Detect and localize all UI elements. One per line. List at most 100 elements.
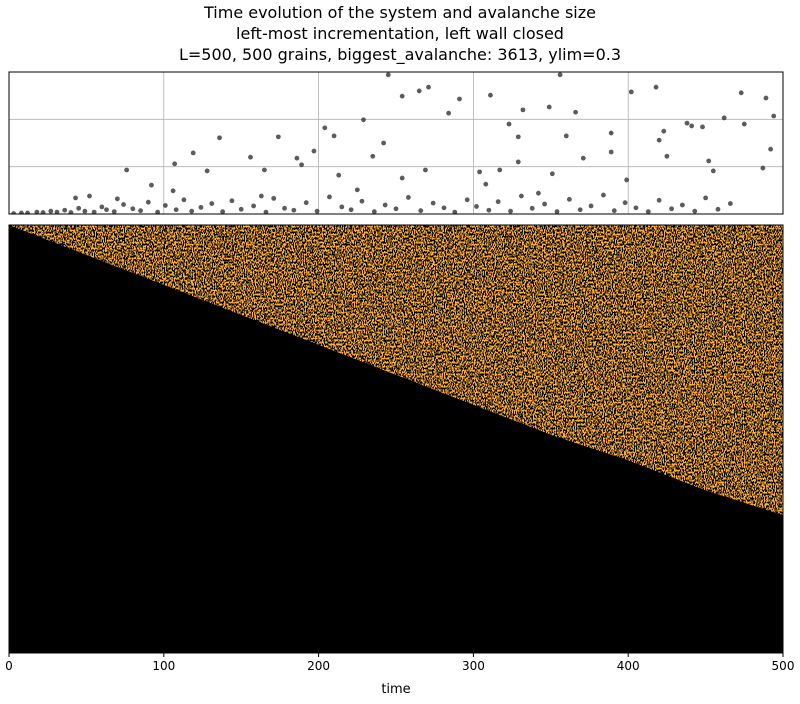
point [506,121,512,127]
point [515,159,521,165]
title-line: Time evolution of the system and avalanc… [203,3,596,22]
point [271,195,277,201]
point [738,90,744,96]
point [111,209,117,214]
point [370,153,376,159]
point [82,208,88,214]
x-tick-label: 300 [462,659,485,673]
point [331,133,337,139]
point [441,205,447,211]
point [385,72,391,78]
point [121,202,126,207]
point [474,204,479,209]
point [145,199,151,205]
point [336,172,342,178]
point [628,89,634,95]
point [768,146,774,152]
point [173,207,179,213]
point [546,104,552,110]
point [486,207,492,213]
point [25,210,30,214]
point [68,210,74,214]
active-region [9,225,783,516]
point [327,194,332,200]
point [172,161,178,167]
point [155,209,161,214]
point [124,167,130,173]
point [204,168,210,174]
point [536,190,541,196]
point [62,207,68,213]
point [40,210,46,214]
point [54,209,60,214]
point [622,200,628,206]
point [217,135,222,141]
point [588,203,594,209]
point [371,209,377,214]
point [170,188,176,194]
point [488,92,493,98]
point [220,209,226,214]
point [299,162,304,168]
point [557,72,563,78]
point [291,207,297,213]
point [549,171,555,177]
point [452,209,458,214]
point [426,84,431,90]
point [715,206,721,212]
point [721,115,727,121]
x-tick-label: 200 [307,659,330,673]
point [130,206,136,212]
point [608,130,614,136]
point [669,206,674,212]
point [430,200,436,206]
point [656,137,662,143]
point [700,124,705,130]
point [393,206,399,212]
point [251,203,256,209]
point [710,168,716,174]
point [464,197,470,203]
point [405,195,411,200]
title-line: L=500, 500 grains, biggest_avalanche: 36… [179,45,621,65]
point [483,181,489,187]
point [518,193,524,199]
point [229,198,235,204]
x-axis-label: time [381,682,410,697]
point [76,205,82,211]
point [348,207,354,213]
point [248,154,253,160]
point [495,199,501,205]
point [162,203,168,208]
point [741,121,747,127]
point [679,202,685,208]
point [416,88,422,94]
x-tick-label: 0 [5,659,13,673]
point [263,209,269,214]
point [339,204,345,210]
point [573,109,578,115]
point [563,133,569,139]
point [382,202,388,208]
point [497,167,503,173]
point [359,198,365,204]
point [275,134,281,140]
point [18,210,24,214]
points [11,72,777,214]
point [294,155,300,161]
point [423,167,428,173]
point [104,207,109,213]
point [322,125,328,131]
x-tick-label: 100 [152,659,175,673]
point [703,195,708,201]
point [760,165,766,171]
point [189,208,195,214]
x-tick-label: 500 [772,659,795,673]
point [73,195,78,201]
point [554,209,560,214]
point [684,120,690,126]
point [418,208,424,214]
point [181,197,187,203]
point [399,175,405,181]
point [692,208,698,214]
